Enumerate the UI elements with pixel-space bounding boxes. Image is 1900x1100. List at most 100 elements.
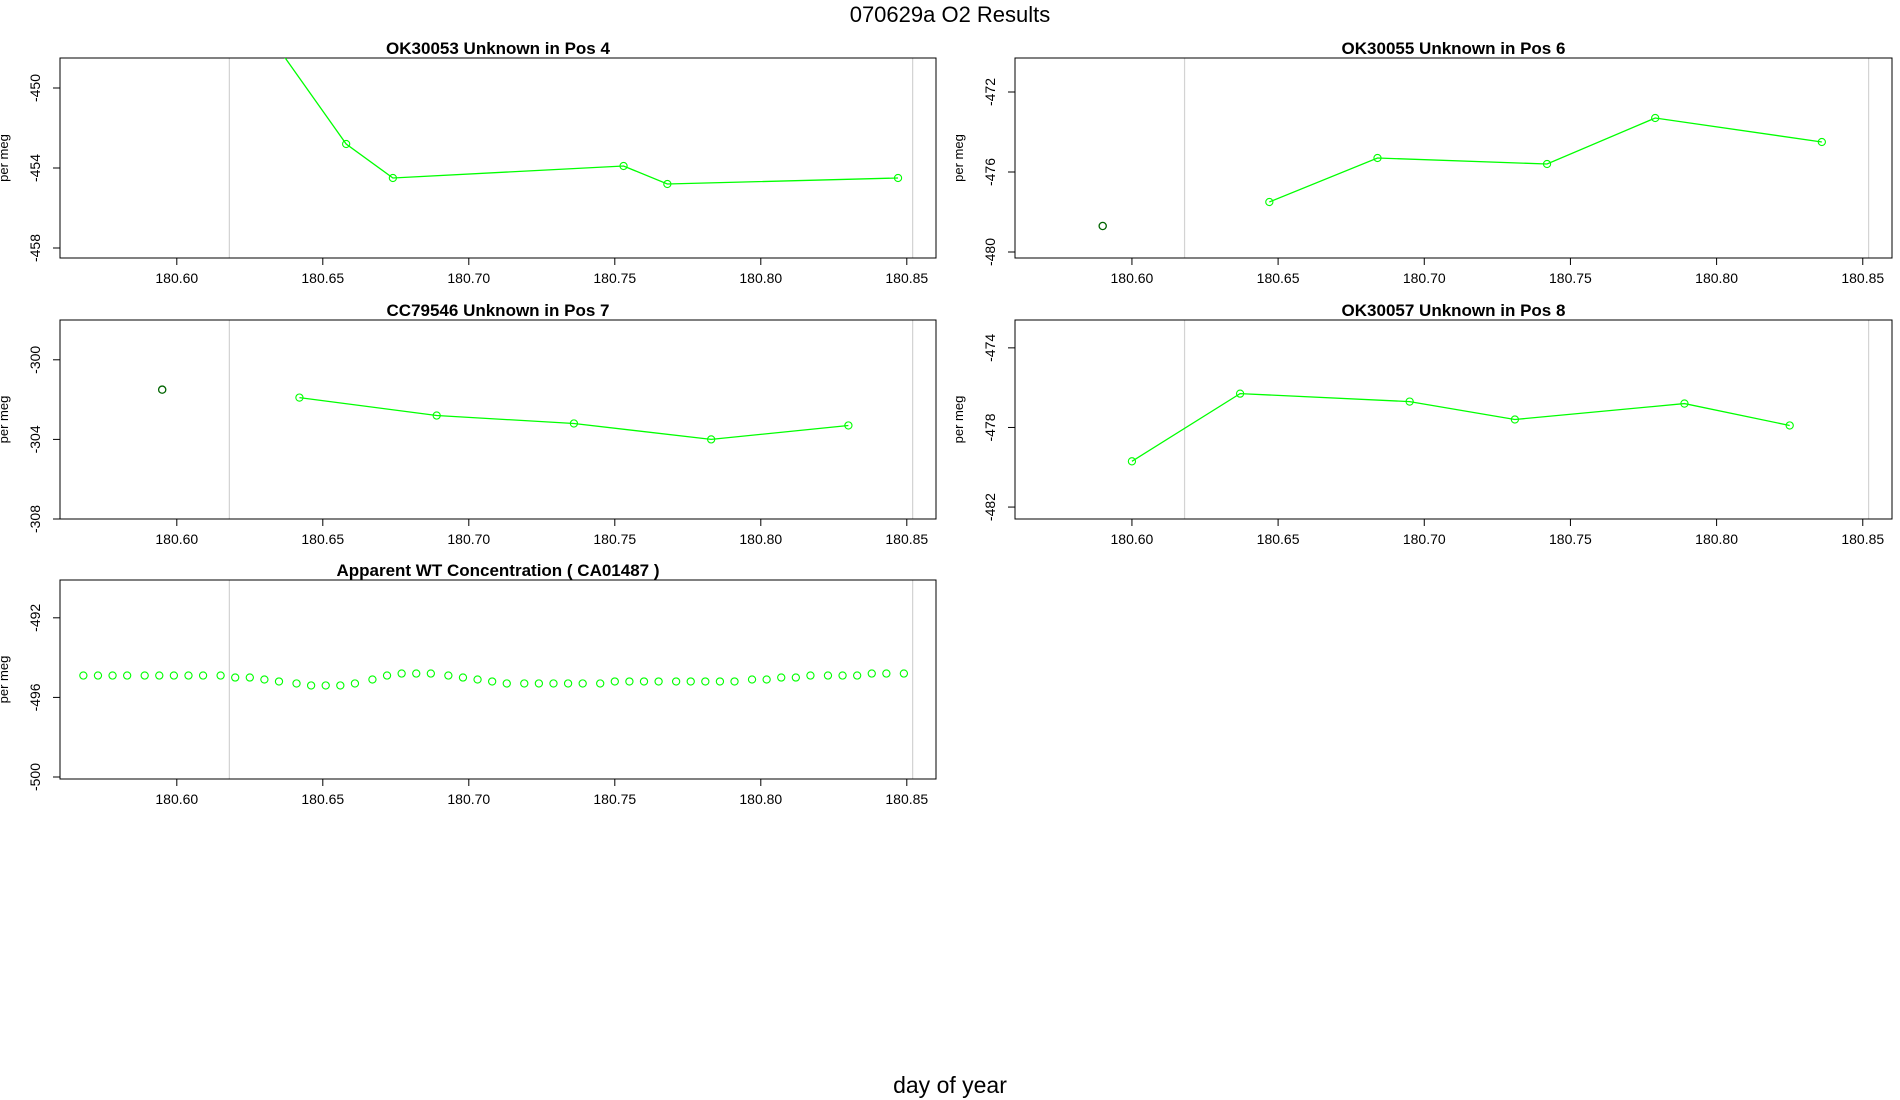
outlier-point <box>1098 221 1107 231</box>
x-tick-label: 180.65 <box>301 791 344 807</box>
x-tick-label: 180.80 <box>1695 531 1738 547</box>
data-point <box>747 675 757 684</box>
plot-frame <box>59 319 937 520</box>
data-point <box>1127 457 1137 466</box>
data-point <box>625 677 634 686</box>
data-point <box>838 671 847 680</box>
y-tick-label: -492 <box>27 604 43 632</box>
x-tick-label: 180.70 <box>1403 531 1446 547</box>
y-tick-label: -474 <box>982 334 998 362</box>
data-point <box>893 173 903 183</box>
y-tick-label: -454 <box>27 154 43 182</box>
x-axis-title: day of year <box>893 1072 1007 1098</box>
data-point <box>274 677 284 686</box>
y-tick-label: -482 <box>982 493 998 521</box>
x-tick-label: 180.70 <box>447 531 490 547</box>
series-group <box>79 669 909 690</box>
data-point <box>1405 397 1414 406</box>
x-tick-label: 180.80 <box>739 791 782 807</box>
data-point <box>686 677 695 686</box>
plot-frame <box>1014 319 1893 520</box>
data-point <box>639 677 649 686</box>
data-point <box>762 675 771 684</box>
data-point <box>216 671 225 680</box>
data-point <box>610 677 619 686</box>
data-point <box>701 677 710 686</box>
data-point <box>458 673 468 682</box>
data-point <box>382 671 392 680</box>
x-tick-label: 180.60 <box>155 270 198 286</box>
x-tick-label: 180.85 <box>885 791 928 807</box>
data-point <box>844 421 853 430</box>
data-point <box>534 679 544 688</box>
data-point <box>578 679 587 688</box>
data-point <box>806 671 815 680</box>
x-tick-label: 180.65 <box>301 531 344 547</box>
data-point <box>1373 153 1382 163</box>
x-tick-label: 180.85 <box>885 270 928 286</box>
x-tick-label: 180.60 <box>155 791 198 807</box>
chart-title: OK30057 Unknown in Pos 8 <box>1342 301 1566 320</box>
x-tick-label: 180.75 <box>593 531 636 547</box>
x-tick-label: 180.65 <box>1257 270 1300 286</box>
y-tick-label: -496 <box>27 683 43 711</box>
data-point <box>867 669 876 678</box>
data-point <box>292 679 301 688</box>
data-point <box>596 679 605 688</box>
data-point <box>388 173 398 183</box>
data-point <box>823 671 833 680</box>
plot-frame <box>1014 57 1893 259</box>
data-point <box>245 673 254 682</box>
y-tick-label: -480 <box>982 238 998 266</box>
data-point <box>140 671 149 680</box>
data-point <box>184 671 193 680</box>
series-group <box>1098 113 1826 231</box>
data-point <box>1510 415 1520 424</box>
plot-frame <box>59 579 937 780</box>
chart-title: Apparent WT Concentration ( CA01487 ) <box>336 561 659 580</box>
y-tick-label: -500 <box>27 763 43 791</box>
y-tick-label: -472 <box>982 78 998 106</box>
y-axis-label: per meg <box>0 396 11 444</box>
data-point <box>1817 137 1826 147</box>
x-tick-label: 180.75 <box>1549 270 1592 286</box>
y-tick-label: -450 <box>27 74 43 102</box>
data-point <box>663 179 672 189</box>
x-tick-label: 180.70 <box>447 791 490 807</box>
data-point <box>231 673 240 682</box>
x-tick-label: 180.75 <box>1549 531 1592 547</box>
y-axis-label: per meg <box>0 656 11 704</box>
data-point <box>563 679 573 688</box>
x-tick-label: 180.85 <box>1841 270 1884 286</box>
x-tick-label: 180.60 <box>155 531 198 547</box>
y-tick-label: -308 <box>27 505 43 533</box>
data-point <box>569 419 579 428</box>
x-tick-label: 180.70 <box>447 270 490 286</box>
data-point <box>432 411 441 420</box>
series-group <box>1127 389 1794 466</box>
x-tick-label: 180.80 <box>739 531 782 547</box>
data-point <box>342 139 351 149</box>
data-point <box>350 679 360 688</box>
y-tick-label: -476 <box>982 158 998 186</box>
x-tick-label: 180.80 <box>1695 270 1738 286</box>
data-point <box>108 671 117 680</box>
chart-title: OK30055 Unknown in Pos 6 <box>1342 39 1566 58</box>
x-tick-label: 180.80 <box>739 270 782 286</box>
data-point <box>899 669 909 678</box>
y-axis-label: per meg <box>951 396 966 444</box>
data-point <box>730 677 739 686</box>
x-tick-label: 180.85 <box>1841 531 1884 547</box>
data-point <box>671 677 681 686</box>
x-tick-label: 180.85 <box>885 531 928 547</box>
data-point <box>502 679 511 688</box>
data-point <box>1785 421 1794 430</box>
data-point <box>123 671 132 680</box>
y-tick-label: -478 <box>982 413 998 441</box>
chart-title: CC79546 Unknown in Pos 7 <box>387 301 610 320</box>
x-tick-label: 180.60 <box>1111 270 1154 286</box>
data-point <box>79 671 88 680</box>
page-title: 070629a O2 Results <box>849 2 1051 27</box>
